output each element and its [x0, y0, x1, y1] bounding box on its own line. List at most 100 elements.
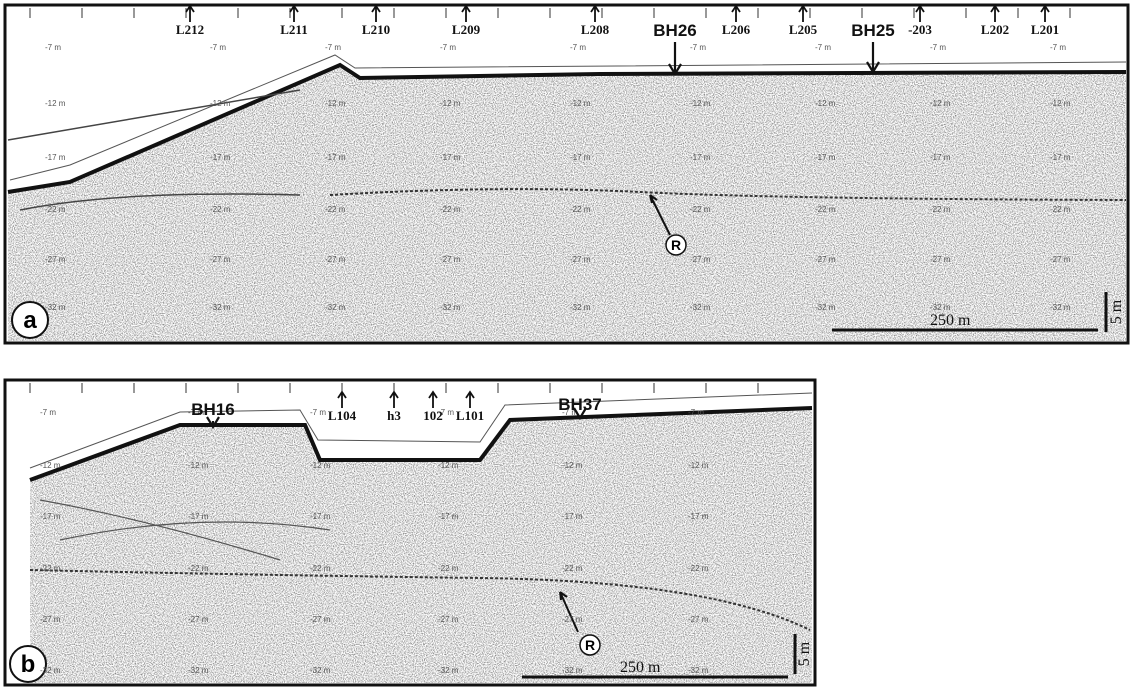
depth-label: -27 m [45, 255, 66, 264]
water-line [9, 54, 1127, 181]
depth-label: -17 m [930, 153, 951, 162]
line-marker [915, 4, 925, 22]
line-marker [389, 390, 399, 408]
depth-label: -7 m [440, 43, 456, 52]
depth-label: -17 m [690, 153, 711, 162]
line-marker [371, 4, 381, 22]
depth-label: -7 m [688, 408, 704, 417]
depth-label: -7 m [325, 43, 341, 52]
line-label: L104 [328, 408, 357, 423]
depth-label: -7 m [570, 43, 586, 52]
reflector-line [329, 188, 1127, 201]
depth-label: -22 m [570, 205, 591, 214]
borehole-arrow [573, 407, 587, 421]
reflector-line [29, 569, 811, 631]
depth-label: -7 m [310, 408, 326, 417]
depth-label: -22 m [310, 564, 331, 573]
depth-label: -32 m [815, 303, 836, 312]
reflector-label: R [585, 637, 595, 653]
depth-label: -7 m [690, 43, 706, 52]
line-label: L208 [581, 22, 610, 37]
seafloor [29, 406, 813, 482]
line-label: L210 [362, 22, 390, 37]
line-label: L212 [176, 22, 204, 37]
depth-label: -17 m [210, 153, 231, 162]
depth-label: -32 m [930, 303, 951, 312]
depth-label: -12 m [1050, 99, 1071, 108]
scale-horizontal: 250 m [930, 312, 971, 329]
depth-label: -12 m [688, 461, 709, 470]
depth-label: -32 m [688, 666, 709, 675]
seafloor [7, 62, 1127, 194]
depth-label: -32 m [188, 666, 209, 675]
reflector-arrow [649, 194, 671, 236]
depth-label: -27 m [40, 615, 61, 624]
depth-label: -27 m [815, 255, 836, 264]
depth-label: -17 m [440, 153, 461, 162]
depth-label: -27 m [1050, 255, 1071, 264]
reflector-circle [579, 634, 601, 656]
reflector-arrow [559, 591, 579, 633]
depth-label: -32 m [1050, 303, 1071, 312]
depth-label: -17 m [325, 153, 346, 162]
depth-label: -17 m [188, 512, 209, 521]
panel-label-circle [9, 645, 47, 683]
depth-label: -7 m [930, 43, 946, 52]
depth-label: -17 m [40, 512, 61, 521]
line-marker [990, 4, 1000, 22]
depth-label: -32 m [440, 303, 461, 312]
depth-label: -17 m [570, 153, 591, 162]
depth-label: -32 m [690, 303, 711, 312]
depth-label: -32 m [570, 303, 591, 312]
line-label: -203 [908, 22, 932, 37]
depth-label: -17 m [45, 153, 66, 162]
depth-label: -22 m [210, 205, 231, 214]
borehole-label: BH37 [558, 395, 601, 414]
panel-label-circle [11, 301, 49, 339]
depth-label: -27 m [688, 615, 709, 624]
depth-label: -12 m [570, 99, 591, 108]
line-marker [731, 4, 741, 22]
panel-label: a [23, 307, 37, 334]
depth-label: -32 m [310, 666, 331, 675]
depth-label: -12 m [930, 99, 951, 108]
depth-label: -27 m [325, 255, 346, 264]
sediment-layer [7, 89, 301, 211]
line-label: L205 [789, 22, 818, 37]
depth-label: -27 m [310, 615, 331, 624]
depth-label: -22 m [188, 564, 209, 573]
reflector-label: R [671, 237, 681, 253]
line-label: L101 [456, 408, 484, 423]
depth-label: -27 m [440, 255, 461, 264]
depth-label: -22 m [325, 205, 346, 214]
depth-label: -7 m [188, 408, 204, 417]
line-marker [428, 390, 438, 408]
depth-label: -27 m [570, 255, 591, 264]
depth-label: -12 m [690, 99, 711, 108]
line-label: 102 [423, 408, 443, 423]
line-marker [590, 4, 600, 22]
depth-label: -22 m [930, 205, 951, 214]
depth-label: -17 m [815, 153, 836, 162]
borehole-label: BH25 [851, 21, 894, 40]
depth-label: -27 m [188, 615, 209, 624]
depth-label: -27 m [930, 255, 951, 264]
depth-label: -22 m [440, 205, 461, 214]
borehole-arrow [866, 42, 880, 75]
depth-label: -17 m [688, 512, 709, 521]
depth-label: -7 m [438, 408, 454, 417]
depth-label: -12 m [40, 461, 61, 470]
borehole-arrow [668, 42, 682, 77]
depth-label: -27 m [438, 615, 459, 624]
depth-label: -12 m [562, 461, 583, 470]
line-marker [1040, 4, 1050, 22]
line-marker [337, 390, 347, 408]
borehole-arrow [206, 416, 220, 430]
depth-label: -12 m [188, 461, 209, 470]
line-marker [798, 4, 808, 22]
scale-vertical: 5 m [1108, 299, 1125, 324]
line-marker [185, 4, 195, 22]
line-label: h3 [387, 408, 401, 423]
panel-label: b [21, 651, 36, 678]
